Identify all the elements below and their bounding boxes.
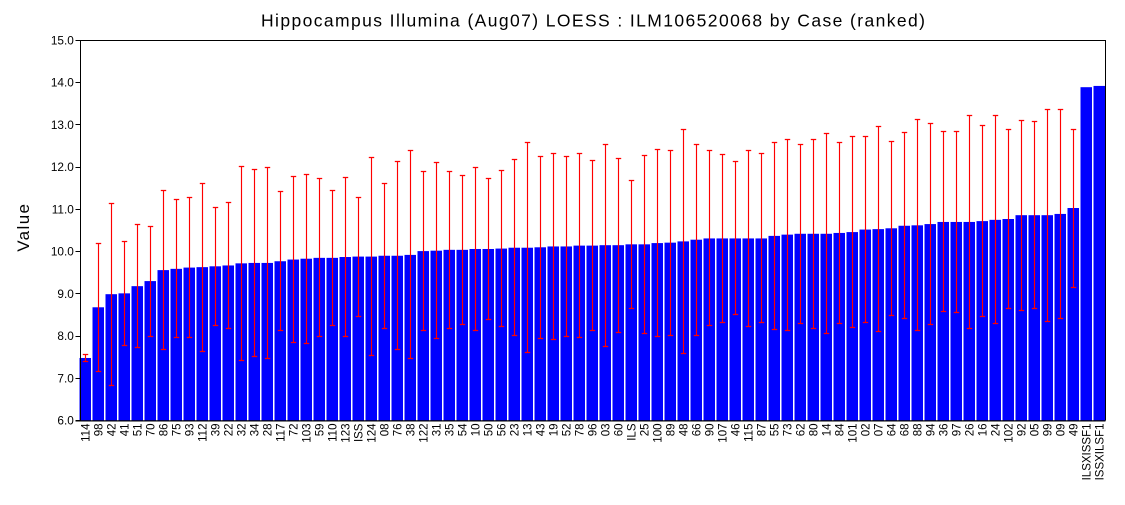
svg-text:36: 36	[938, 424, 950, 437]
svg-text:114: 114	[80, 423, 92, 442]
svg-text:15.0: 15.0	[51, 33, 74, 47]
svg-text:98: 98	[93, 424, 105, 437]
svg-text:49: 49	[1068, 424, 1080, 437]
svg-text:124: 124	[366, 423, 378, 443]
svg-text:08: 08	[379, 424, 391, 437]
svg-text:80: 80	[808, 424, 820, 437]
svg-text:56: 56	[496, 424, 508, 437]
svg-text:31: 31	[431, 424, 443, 437]
svg-text:05: 05	[1029, 424, 1041, 437]
svg-text:86: 86	[158, 424, 170, 437]
svg-text:66: 66	[691, 424, 703, 437]
svg-text:10.0: 10.0	[51, 245, 74, 259]
svg-text:43: 43	[535, 424, 547, 437]
svg-text:60: 60	[613, 424, 625, 437]
svg-text:13: 13	[522, 424, 534, 437]
svg-text:41: 41	[119, 424, 131, 437]
svg-text:90: 90	[704, 424, 716, 437]
svg-text:62: 62	[795, 424, 807, 437]
svg-text:107: 107	[717, 424, 729, 443]
svg-text:23: 23	[509, 424, 521, 437]
svg-text:89: 89	[665, 424, 677, 437]
svg-text:123: 123	[340, 424, 352, 443]
svg-text:02: 02	[860, 424, 872, 437]
svg-text:96: 96	[587, 424, 599, 437]
svg-text:19: 19	[548, 424, 560, 437]
svg-text:97: 97	[951, 424, 963, 437]
svg-text:92: 92	[1016, 424, 1028, 437]
svg-text:13.0: 13.0	[51, 118, 74, 132]
svg-text:100: 100	[652, 424, 664, 443]
svg-text:ISSXILSF1: ISSXILSF1	[1094, 424, 1106, 481]
svg-text:70: 70	[145, 424, 157, 437]
svg-text:115: 115	[743, 424, 755, 442]
svg-text:46: 46	[730, 424, 742, 437]
svg-text:Value: Value	[14, 203, 33, 252]
svg-text:32: 32	[236, 424, 248, 437]
svg-text:68: 68	[899, 424, 911, 437]
svg-text:87: 87	[756, 424, 768, 437]
svg-text:ILSXISSF1: ILSXISSF1	[1081, 424, 1093, 481]
svg-text:99: 99	[1042, 424, 1054, 437]
svg-text:25: 25	[639, 424, 651, 437]
svg-text:88: 88	[912, 424, 924, 437]
svg-text:93: 93	[184, 424, 196, 437]
svg-text:52: 52	[561, 424, 573, 437]
svg-text:101: 101	[847, 424, 859, 443]
svg-text:38: 38	[405, 424, 417, 437]
svg-text:03: 03	[600, 424, 612, 437]
svg-text:117: 117	[275, 424, 287, 442]
svg-text:Hippocampus Illumina (Aug07) L: Hippocampus Illumina (Aug07) LOESS : ILM…	[261, 11, 926, 31]
svg-text:14.0: 14.0	[51, 76, 74, 90]
svg-text:51: 51	[132, 424, 144, 437]
svg-text:10: 10	[470, 424, 482, 437]
svg-text:103: 103	[301, 424, 313, 443]
svg-text:73: 73	[782, 424, 794, 437]
svg-text:112: 112	[197, 424, 209, 442]
svg-text:59: 59	[314, 424, 326, 437]
svg-text:72: 72	[288, 424, 300, 437]
svg-text:07: 07	[873, 424, 885, 437]
svg-text:22: 22	[223, 424, 235, 437]
svg-text:122: 122	[418, 424, 430, 443]
svg-text:42: 42	[106, 424, 118, 437]
svg-text:24: 24	[990, 423, 1002, 436]
svg-text:09: 09	[1055, 424, 1067, 437]
svg-text:55: 55	[769, 424, 781, 437]
svg-text:12.0: 12.0	[51, 160, 74, 174]
svg-text:78: 78	[574, 424, 586, 437]
svg-text:94: 94	[925, 423, 937, 436]
svg-text:84: 84	[834, 423, 846, 436]
svg-text:16: 16	[977, 424, 989, 437]
svg-text:9.0: 9.0	[57, 287, 74, 301]
svg-text:64: 64	[886, 423, 898, 436]
svg-text:6.0: 6.0	[57, 414, 74, 428]
svg-text:14: 14	[821, 423, 833, 436]
svg-text:35: 35	[444, 424, 456, 437]
svg-text:ILS: ILS	[626, 423, 638, 441]
svg-text:76: 76	[392, 424, 404, 437]
svg-text:26: 26	[964, 424, 976, 437]
svg-text:34: 34	[249, 423, 261, 436]
svg-text:50: 50	[483, 424, 495, 437]
svg-text:102: 102	[1003, 423, 1015, 442]
svg-text:48: 48	[678, 424, 690, 437]
svg-text:28: 28	[262, 424, 274, 437]
svg-text:11.0: 11.0	[52, 202, 75, 216]
svg-text:8.0: 8.0	[57, 329, 74, 343]
svg-text:ISS: ISS	[353, 423, 365, 442]
svg-text:110: 110	[327, 424, 339, 442]
svg-text:75: 75	[171, 424, 183, 437]
svg-text:7.0: 7.0	[57, 371, 74, 385]
svg-text:54: 54	[457, 423, 469, 436]
svg-text:39: 39	[210, 424, 222, 437]
